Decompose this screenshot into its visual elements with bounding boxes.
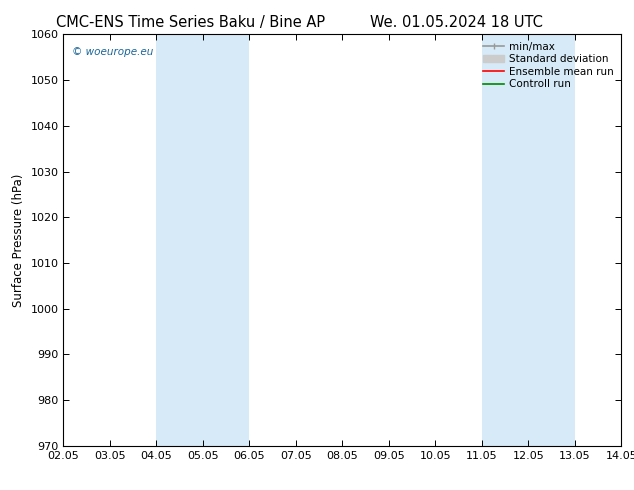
Y-axis label: Surface Pressure (hPa): Surface Pressure (hPa) [12, 173, 25, 307]
Legend: min/max, Standard deviation, Ensemble mean run, Controll run: min/max, Standard deviation, Ensemble me… [481, 40, 616, 92]
Text: CMC-ENS Time Series Baku / Bine AP: CMC-ENS Time Series Baku / Bine AP [56, 15, 325, 30]
Text: We. 01.05.2024 18 UTC: We. 01.05.2024 18 UTC [370, 15, 543, 30]
Bar [157, 34, 249, 446]
Bar [482, 34, 575, 446]
Text: © woeurope.eu: © woeurope.eu [72, 47, 153, 57]
